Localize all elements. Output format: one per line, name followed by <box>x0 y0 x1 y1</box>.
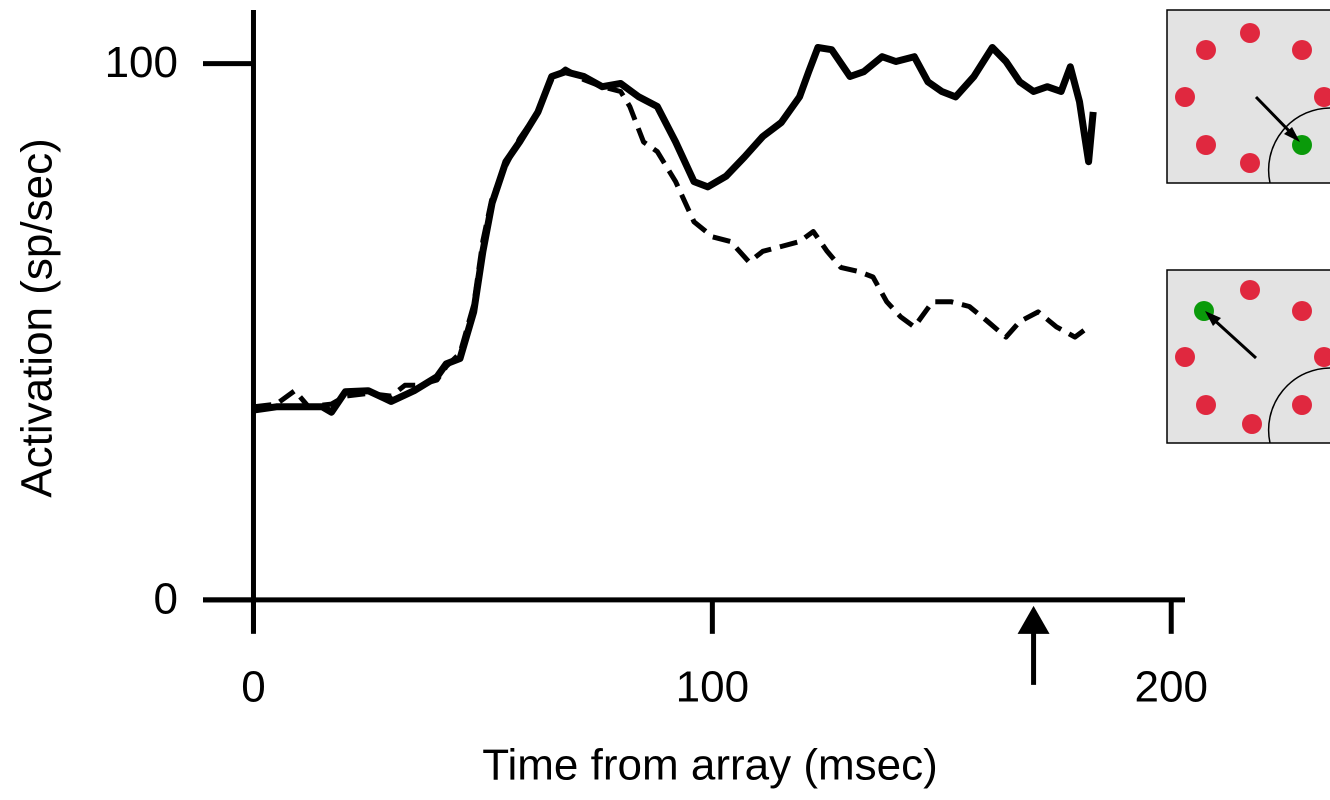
inset-target-in-field <box>1166 9 1330 184</box>
y-tick-label: 0 <box>154 574 178 623</box>
x-tick-label: 200 <box>1135 662 1208 711</box>
x-tick-label: 100 <box>676 662 749 711</box>
solid-line <box>253 44 1097 416</box>
y-tick-label: 100 <box>105 38 178 87</box>
inset-target-out-field <box>1166 269 1330 444</box>
x-tick-label: 0 <box>241 662 265 711</box>
time-marker-head <box>1017 605 1050 634</box>
y-axis-label: Activation (sp/sec) <box>13 138 62 497</box>
dashed-line <box>253 66 1091 410</box>
x-axis-label: Time from array (msec) <box>482 741 938 790</box>
